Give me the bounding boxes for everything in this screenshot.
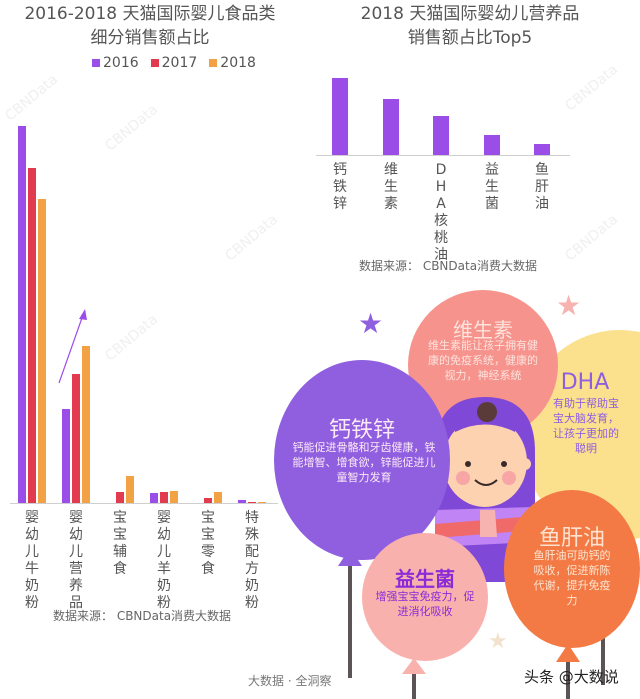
bar-top5 [534,144,550,155]
legend-swatch-icon [150,59,159,67]
bar-2017 [28,168,36,503]
legend-swatch-icon [209,59,218,67]
x-axis-label: 婴幼儿营养品 [69,510,83,611]
balloon-cod-liver-oil-title: 鱼肝油 [538,526,605,551]
balloon-cod-liver-oil: 鱼肝油 鱼肝油可助钙的吸收，促进新陈代谢，提升免疫力 [504,490,640,648]
x-axis-label: 钙铁锌 [333,162,347,212]
balloon-cod-liver-oil-text: 鱼肝油可助钙的吸收，促进新陈代谢，提升免疫力 [533,549,611,607]
balloon-string [412,673,416,699]
left-chart-title-line1: 2016-2018 天猫国际婴儿食品类 [24,4,276,24]
bar-2016 [18,126,26,503]
balloon-string [601,630,605,685]
bar-top5 [383,99,399,155]
bar-2018 [258,502,266,503]
right-chart-plot [316,60,570,155]
bar-top5 [332,78,348,155]
balloon-string [566,660,570,699]
legend-item-2016: 2016 [92,55,139,71]
x-axis-label: 维生素 [384,162,398,212]
bar-2017 [160,492,168,503]
right-chart-title: 2018 天猫国际婴幼儿营养品 销售额占比Top5 [300,2,640,50]
bar-2017 [72,374,80,503]
x-axis-label: 婴幼儿牛奶粉 [25,510,39,611]
watermark: CBNData [562,211,622,265]
bar-2016 [150,493,158,503]
left-chart-x-axis [10,503,278,504]
x-axis-label: 宝宝辅食 [113,510,127,577]
star-icon: ★ [358,307,384,340]
balloon-dha-text: 有助于帮助宝宝大脑发育，让孩子更加的聪明 [553,397,619,455]
balloon-vitamin-text: 维生素能让孩子拥有健康的免疫系统，健康的视力，神经系统 [428,339,538,382]
bar-2018 [126,476,134,503]
left-chart-plot [10,100,278,503]
x-axis-label: 婴幼儿羊奶粉 [157,510,171,611]
watermark: CBNData [562,61,622,115]
legend-item-2017: 2017 [150,55,197,71]
bar-2017 [248,502,256,503]
left-chart-legend: 2016 2017 2018 [92,55,256,71]
right-chart-x-axis [316,155,570,156]
star-icon: ★ [556,289,582,322]
balloon-knot [556,644,580,662]
x-axis-label: DHA核桃油 [434,162,448,263]
x-axis-label: 鱼肝油 [535,162,549,212]
right-chart-title-line1: 2018 天猫国际婴幼儿营养品 [360,4,580,24]
balloon-string [348,563,352,678]
balloon-knot [402,658,426,674]
bar-2016 [238,500,246,503]
growth-arrow-icon [58,309,87,384]
right-chart-title-line2: 销售额占比Top5 [407,28,533,48]
bar-2018 [214,492,222,503]
balloon-knot [338,548,362,566]
balloon-dha-title: DHA [560,370,610,395]
bar-2018 [170,491,178,503]
bar-2017 [204,498,212,503]
left-chart-title-line2: 细分销售额占比 [90,28,210,48]
balloon-probiotics: 益生菌 增强宝宝免疫力，促进消化吸收 [362,533,488,661]
bar-2018 [82,346,90,503]
x-axis-label: 宝宝零食 [201,510,215,577]
right-chart-source: 数据来源： CBNData消费大数据 [359,259,538,273]
balloon-probiotics-text: 增强宝宝免疫力，促进消化吸收 [375,590,475,618]
legend-item-2018: 2018 [209,55,256,71]
bar-2017 [116,492,124,503]
footer-slogan: 大数据 · 全洞察 [248,674,332,688]
bar-top5 [433,116,449,155]
bar-2018 [38,199,46,503]
x-axis-label: 特殊配方奶粉 [245,510,259,611]
balloon-vitamin-title: 维生素 [453,318,513,342]
balloon-calcium-title: 钙铁锌 [328,418,395,443]
balloon-calcium: 钙铁锌 钙能促进骨骼和牙齿健康，铁能增智、增食欲，锌能促进儿童智力发育 [274,360,450,560]
bar-top5 [484,135,500,155]
star-icon: ★ [488,629,508,654]
credit-watermark: 头条 @大数说 [524,668,619,686]
balloon-calcium-text: 钙能促进骨骼和牙齿健康，铁能增智、增食欲，锌能促进儿童智力发育 [292,441,436,484]
left-chart-title: 2016-2018 天猫国际婴儿食品类 细分销售额占比 [0,2,300,50]
left-chart-source: 数据来源： CBNData消费大数据 [53,609,232,623]
legend-swatch-icon [92,59,100,67]
balloon-probiotics-title: 益生菌 [395,567,455,591]
x-axis-label: 益生菌 [485,162,499,212]
bar-2016 [62,409,70,503]
